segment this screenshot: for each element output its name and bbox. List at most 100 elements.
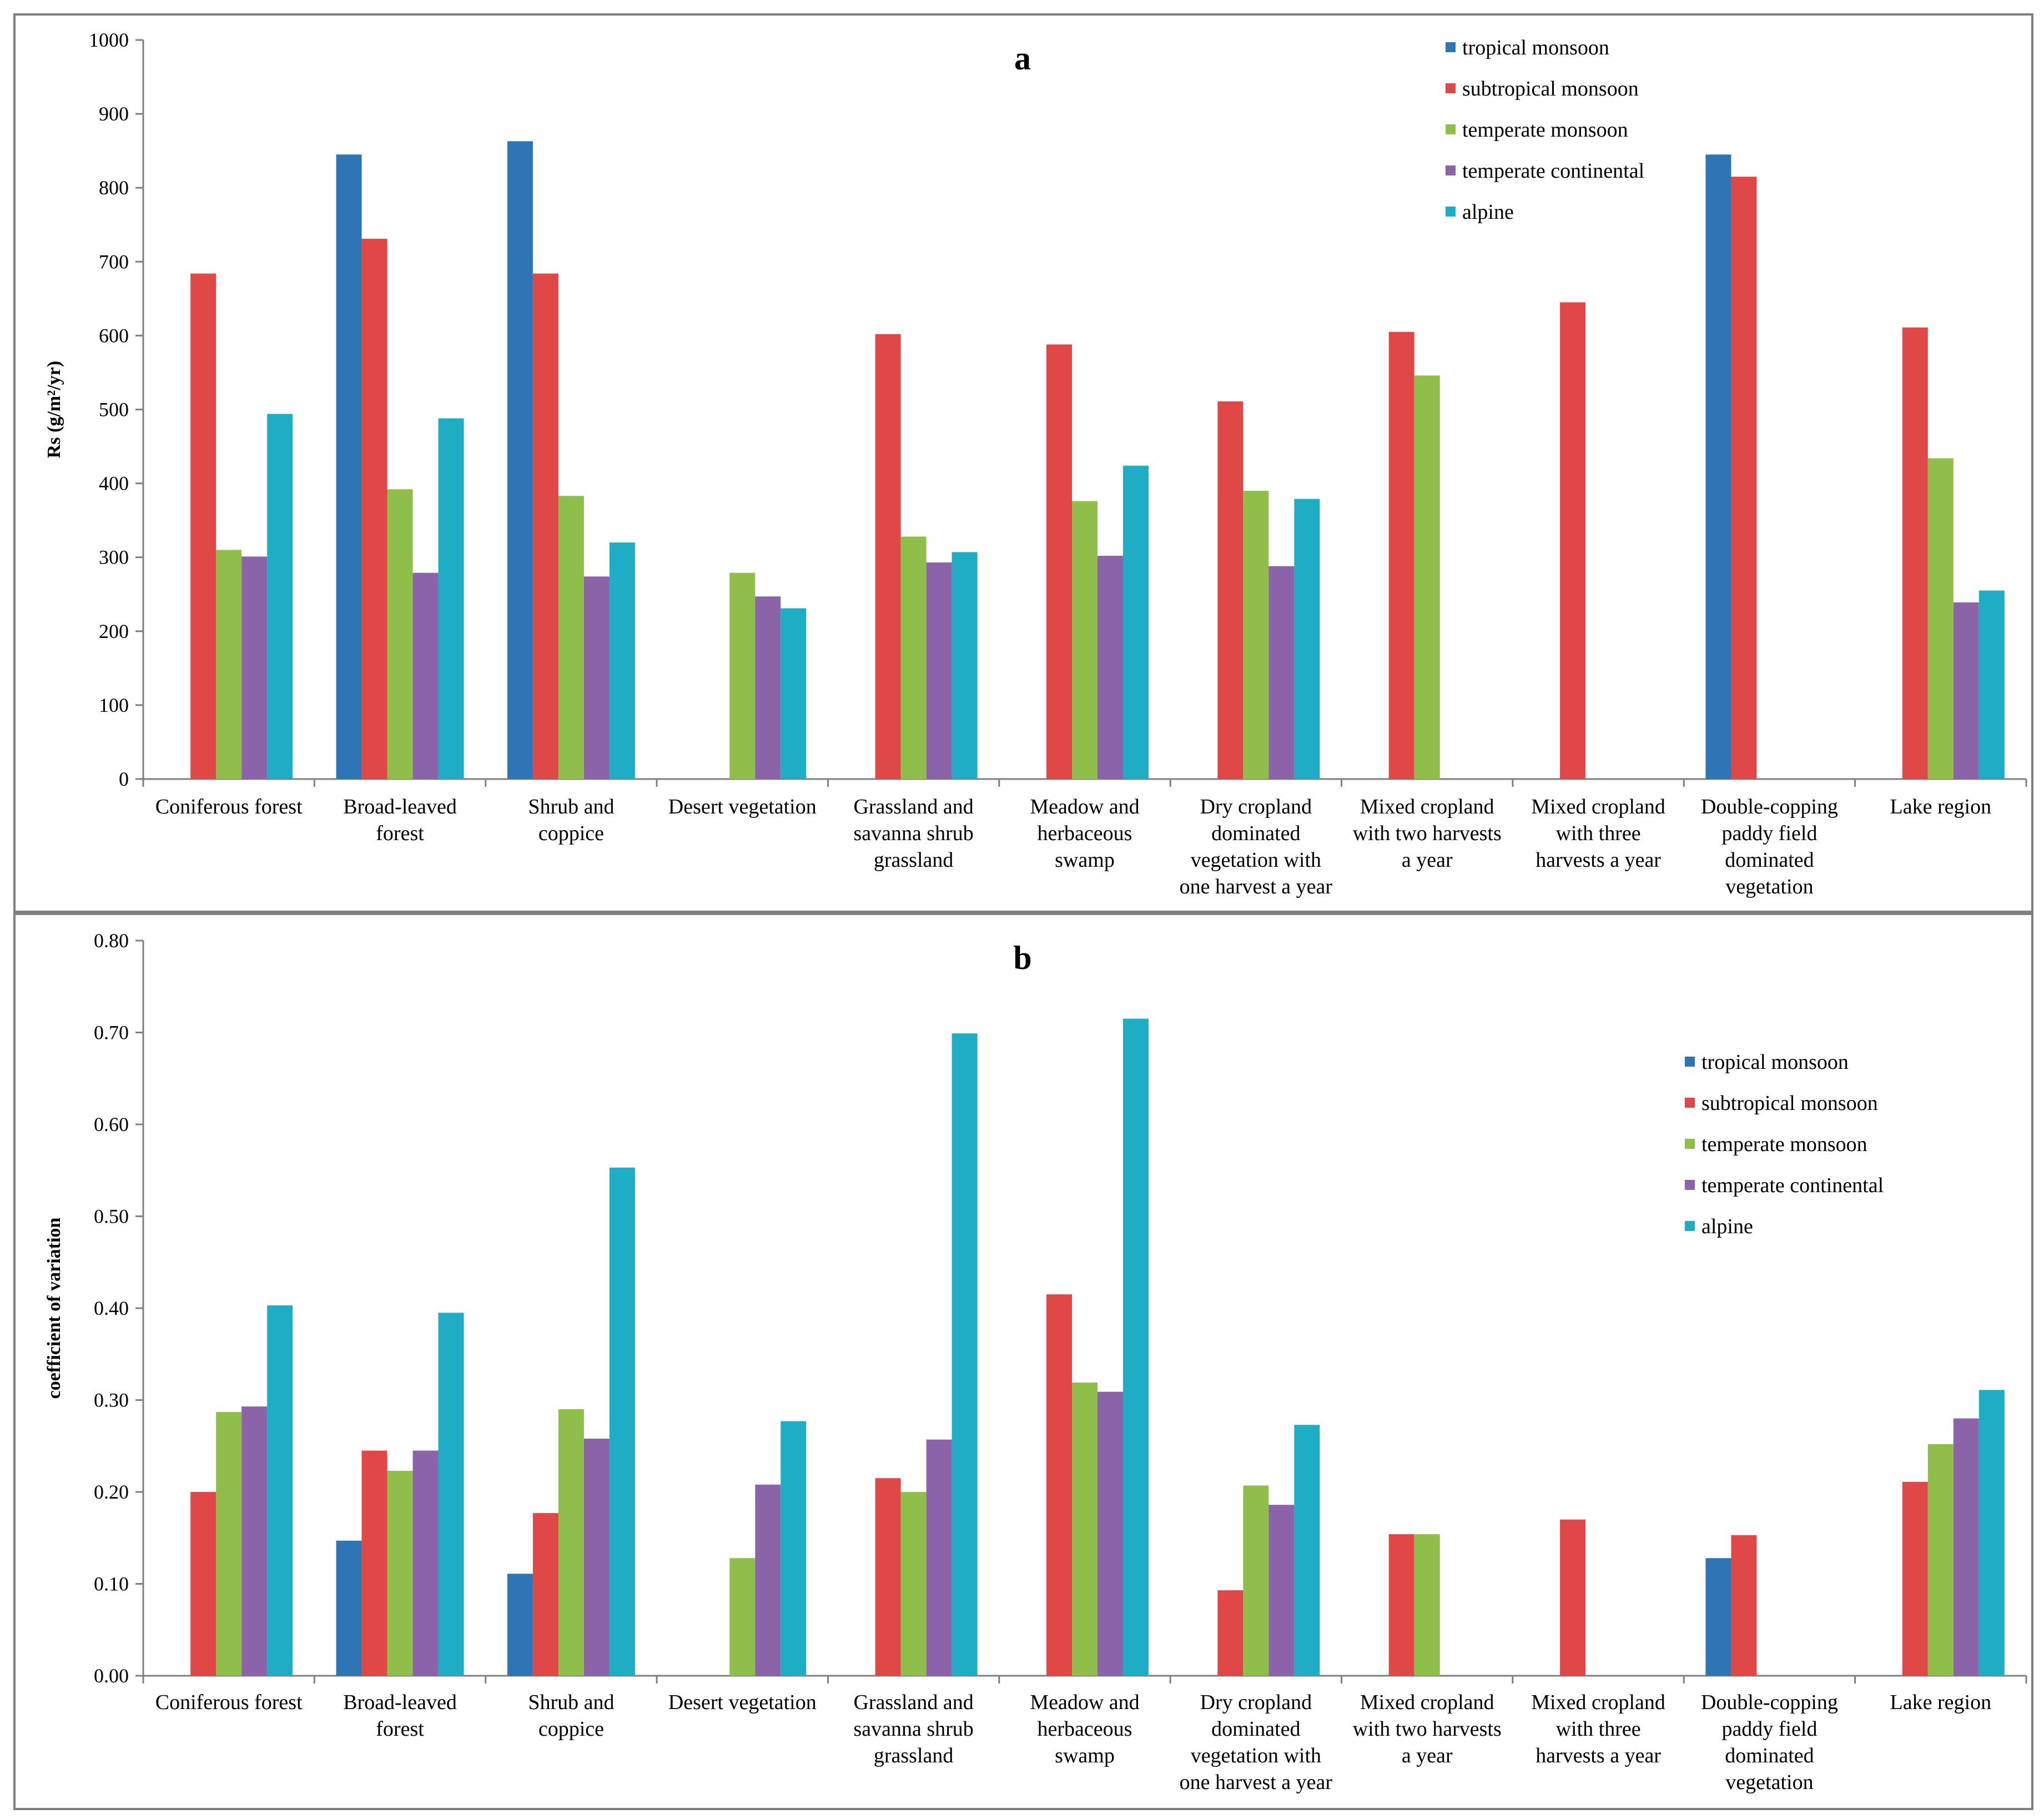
panel-a-category-label: Lake region <box>1890 795 1992 818</box>
panel-b-legend-label: temperate continental <box>1701 1174 1884 1197</box>
panel-b-bar-temperate-monsoon <box>216 1412 242 1676</box>
panel-a-legend-label: alpine <box>1462 200 1514 224</box>
panel-a-bar-tropical-monsoon <box>336 154 362 780</box>
panel-b-legend-label: temperate monsoon <box>1701 1133 1867 1156</box>
panel-a-bar-alpine <box>1123 465 1149 779</box>
panel-b-bar-tropical-monsoon <box>1705 1558 1731 1676</box>
panel-a-bar-tropical-monsoon <box>507 141 533 779</box>
panel-a-bar-subtropical-monsoon <box>1388 331 1414 779</box>
panel-b-category-label: Dry cropland dominated vegetation with one … <box>1180 1691 1333 1794</box>
panel-b-bar-alpine <box>609 1167 635 1676</box>
panel-b-bar-temperate-continental <box>1268 1505 1295 1676</box>
panel-b-bar-alpine <box>1294 1425 1320 1676</box>
panel-b-bar-tropical-monsoon <box>336 1540 362 1676</box>
panel-a-bar-alpine <box>1978 590 2005 779</box>
panel-a-legend-swatch <box>1446 165 1456 175</box>
panel-a-bar-subtropical-monsoon <box>532 273 558 779</box>
panel-a-bar-temperate-continental <box>412 572 439 779</box>
panel-a-y-tick-label: 300 <box>99 546 129 569</box>
panel-a-y-tick-label: 200 <box>99 620 129 642</box>
panel-a-bar-temperate-continental <box>241 556 268 779</box>
panel-b-legend-swatch <box>1685 1180 1695 1190</box>
panel-b-y-tick-label: 0.70 <box>94 1022 129 1044</box>
panel-b-bar-temperate-continental <box>412 1450 439 1676</box>
panel-b-bar-subtropical-monsoon <box>1560 1519 1586 1676</box>
panel-b-category-label: Double-copping paddy field dominated vegeta… <box>1701 1691 1838 1794</box>
panel-b-y-tick-label: 0.20 <box>94 1481 129 1503</box>
panel-b-bar-subtropical-monsoon <box>532 1513 558 1676</box>
panel-b-y-tick-label: 0.30 <box>94 1389 129 1411</box>
panel-a-bar-temperate-monsoon <box>558 496 584 779</box>
panel-a-bar-temperate-continental <box>755 596 781 779</box>
panel-a-category-label: Double-copping paddy field dominated vegeta… <box>1701 795 1838 898</box>
panel-a-frame <box>13 13 2033 913</box>
panel-b-bar-temperate-monsoon <box>900 1492 927 1676</box>
panel-b-legend-label: subtropical monsoon <box>1701 1092 1878 1115</box>
panel-a-bar-temperate-continental <box>1097 556 1123 779</box>
panel-b-bar-temperate-monsoon <box>1927 1444 1954 1676</box>
panel-b-legend-swatch <box>1685 1221 1695 1231</box>
panel-b-bar-temperate-continental <box>241 1406 268 1676</box>
panel-a-y-tick-label: 500 <box>99 399 129 421</box>
panel-b-legend-label: alpine <box>1701 1215 1753 1238</box>
panel-b-bar-temperate-continental <box>1097 1391 1123 1676</box>
panel-b-bar-alpine <box>438 1313 464 1676</box>
panel-b-category-label: Grassland and savanna shrub grassland <box>853 1691 973 1767</box>
panel-b-y-tick-label: 0.10 <box>94 1573 129 1595</box>
panel-a-bar-alpine <box>267 414 293 779</box>
panel-a-category-label: Desert vegetation <box>668 795 817 818</box>
panel-a-category-label: Grassland and savanna shrub grassland <box>853 795 973 872</box>
panel-a-bar-temperate-monsoon <box>216 550 242 779</box>
panel-a-title: a <box>1014 40 1031 77</box>
panel-a-y-tick-label: 700 <box>99 250 129 273</box>
panel-a-category-label: Coniferous forest <box>155 795 303 818</box>
panel-b-bar-temperate-continental <box>583 1439 610 1676</box>
panel-a-bar-temperate-continental <box>1953 602 1979 779</box>
panel-a-bar-subtropical-monsoon <box>1731 177 1757 779</box>
panel-b-bar-subtropical-monsoon <box>361 1450 387 1676</box>
panel-a-legend-label: subtropical monsoon <box>1462 77 1639 101</box>
panel-a-y-tick-label: 600 <box>99 324 129 346</box>
panel-a-bar-alpine <box>1294 499 1320 779</box>
panel-a-legend-label: tropical monsoon <box>1462 36 1609 59</box>
panel-a-bar-temperate-continental <box>926 562 952 779</box>
panel-b-bar-alpine <box>1123 1018 1149 1676</box>
panel-a-category-label: Dry cropland dominated vegetation with one … <box>1180 795 1333 898</box>
panel-b-y-tick-label: 0.50 <box>94 1205 129 1228</box>
panel-b-bar-temperate-monsoon <box>387 1470 413 1676</box>
panel-a-bar-alpine <box>951 552 978 779</box>
panel-a-y-tick-label: 800 <box>99 177 129 199</box>
panel-b-frame <box>13 913 2033 1810</box>
panel-b-chart: b coefficient of variation 0.00 0.10 0.20 0.3… <box>44 929 2027 1794</box>
panel-b-y-tick-label: 0.60 <box>94 1113 129 1135</box>
panel-b-y-tick-label: 0.00 <box>94 1665 129 1687</box>
panel-b-bar-alpine <box>1978 1390 2005 1676</box>
panel-a-bar-temperate-monsoon <box>1072 501 1097 779</box>
panel-a-bar-subtropical-monsoon <box>361 239 387 779</box>
panel-a-bar-temperate-monsoon <box>1414 375 1440 779</box>
panel-a-category-label: Broad-leaved forest <box>343 795 457 845</box>
panel-a-y-tick-label: 900 <box>99 103 129 125</box>
panel-a-legend-swatch <box>1446 83 1456 93</box>
panel-b-bar-tropical-monsoon <box>507 1574 533 1676</box>
panel-a-bar-subtropical-monsoon <box>1217 401 1243 779</box>
panel-a-bar-temperate-monsoon <box>900 536 927 779</box>
panel-a-bar-subtropical-monsoon <box>190 273 217 779</box>
panel-a-legend-swatch <box>1446 124 1456 134</box>
panel-b-bar-subtropical-monsoon <box>1902 1481 1928 1676</box>
panel-b-bar-temperate-monsoon <box>1072 1383 1097 1676</box>
panel-b-legend-label: tropical monsoon <box>1701 1051 1849 1074</box>
panel-b-y-axis-label: coefficient of variation <box>44 1218 64 1399</box>
panel-a-chart: a Rs (g/m²/yr) 0 100 200 300 400 500 600 700 800 90… <box>44 29 2027 898</box>
panel-b-bar-temperate-monsoon <box>558 1409 584 1676</box>
panel-b-bar-alpine <box>267 1305 293 1676</box>
panel-b-bar-temperate-monsoon <box>729 1558 756 1676</box>
panel-a-category-label: Mixed cropland with two harvests a year <box>1353 795 1502 872</box>
panel-a-y-tick-label: 1000 <box>89 29 129 51</box>
panel-a-bar-subtropical-monsoon <box>875 334 901 779</box>
panel-a-y-tick-label: 400 <box>99 473 129 495</box>
panel-a-legend-label: temperate continental <box>1462 159 1644 183</box>
panel-b-legend-swatch <box>1685 1098 1695 1108</box>
panel-b-category-label: Mixed cropland with two harvests a year <box>1353 1691 1502 1767</box>
